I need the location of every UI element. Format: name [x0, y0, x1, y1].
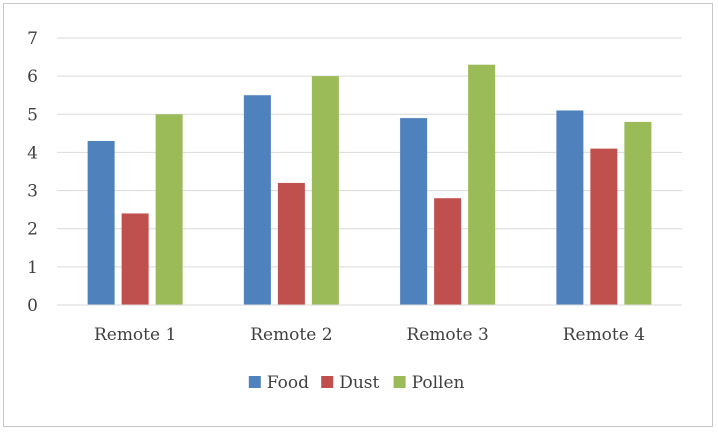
- y-tick-label: 1: [27, 258, 38, 278]
- y-tick-label: 0: [27, 296, 38, 316]
- y-tick-label: 2: [27, 220, 38, 240]
- legend-label: Pollen: [412, 373, 465, 393]
- bar-pollen-2: [311, 76, 339, 306]
- bar-food-3: [400, 118, 428, 305]
- legend-item-food: Food: [248, 373, 309, 393]
- legend-item-pollen: Pollen: [393, 373, 465, 393]
- bar-pollen-3: [468, 64, 496, 305]
- y-tick-label: 4: [27, 143, 38, 163]
- y-axis-ticks: 0 1 2 3 4 5 6 7: [27, 29, 38, 316]
- y-tick-label: 7: [27, 29, 38, 49]
- legend: Food Dust Pollen: [248, 373, 465, 393]
- bar-dust-2: [277, 182, 305, 305]
- y-tick-label: 5: [27, 105, 38, 125]
- gridlines: [57, 37, 682, 268]
- x-tick-label: Remote 2: [250, 325, 332, 345]
- bar-food-1: [87, 140, 115, 305]
- legend-item-dust: Dust: [321, 373, 380, 393]
- bar-food-4: [556, 110, 584, 305]
- bar-dust-1: [121, 213, 149, 305]
- legend-label: Food: [267, 373, 309, 393]
- legend-swatch: [393, 376, 406, 388]
- legend-label: Dust: [339, 373, 379, 393]
- bar-dust-3: [434, 198, 462, 305]
- bar-dust-4: [590, 148, 618, 305]
- bars: [87, 64, 652, 306]
- legend-swatch: [248, 376, 261, 388]
- x-tick-label: Remote 4: [563, 325, 645, 345]
- bar-pollen-4: [624, 121, 652, 306]
- bar-pollen-1: [155, 114, 183, 306]
- bar-food-2: [243, 95, 271, 305]
- x-tick-label: Remote 3: [406, 325, 488, 345]
- x-axis: Remote 1 Remote 2 Remote 3 Remote 4: [57, 304, 682, 345]
- x-tick-label: Remote 1: [94, 325, 176, 345]
- y-tick-label: 6: [27, 67, 38, 87]
- legend-swatch: [321, 376, 334, 388]
- y-tick-label: 3: [27, 182, 38, 202]
